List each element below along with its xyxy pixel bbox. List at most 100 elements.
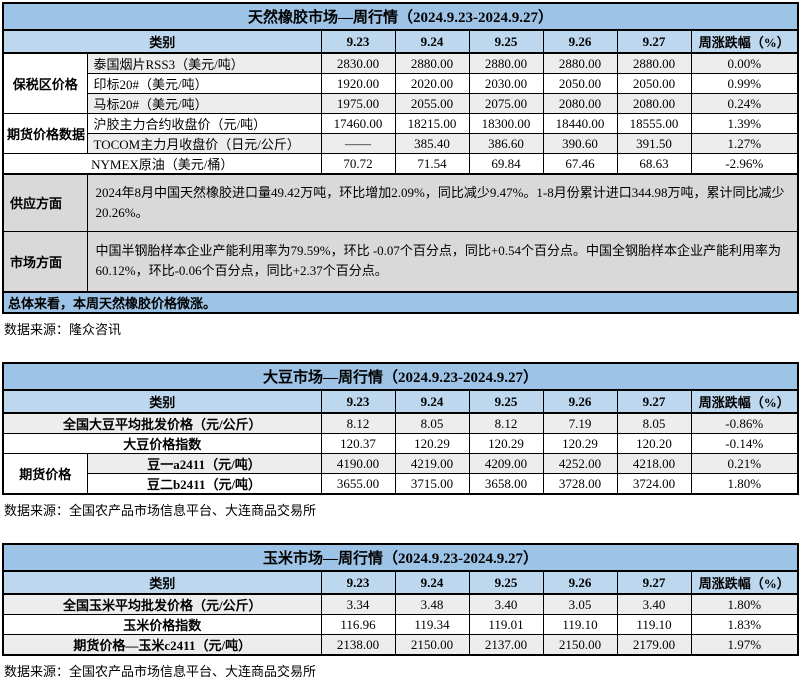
row-label: 全国大豆平均批发价格（元/公斤） [2, 412, 322, 434]
table-row: 期货价格数据 沪胶主力合约收盘价（元/吨） 17460.00 18215.00 1830… [2, 113, 799, 154]
value-cell: 2080.00 [616, 93, 692, 114]
column-header: 9.27 [616, 389, 692, 414]
row-label: 泰国烟片RSS3（美元/吨） [86, 52, 322, 74]
value-cell: 120.29 [542, 433, 618, 454]
row-label: NYMEX原油（美元/桶） [2, 153, 322, 175]
table-row: TOCOM主力月收盘价（日元/公斤） —— 385.40 386.60 390.60 39… [3, 133, 799, 154]
table-row: 期货价格 豆一a2411（元/吨） 4190.00 4219.00 4209.00 425… [2, 453, 799, 495]
value-cell: 2020.00 [394, 73, 470, 94]
value-cell: 3.34 [320, 593, 396, 615]
table-title: 玉米市场—周行情（2024.9.23-2024.9.27） [2, 543, 799, 572]
value-cell: 2880.00 [468, 52, 544, 74]
table-row: 全国大豆平均批发价格（元/公斤） 8.12 8.05 8.12 7.19 8.05 -0.8… [2, 412, 799, 434]
row-label: 玉米价格指数 [2, 614, 322, 635]
table-row: 期货价格—玉米c2411（元/吨） 2138.00 2150.00 2137.00 21… [2, 634, 799, 656]
value-cell: 2137.00 [468, 634, 544, 656]
column-header: 9.24 [394, 389, 470, 414]
market-table-corn: 玉米市场—周行情（2024.9.23-2024.9.27） 类别 9.23 9.24 9… [2, 543, 799, 656]
section-text: 2024年8月中国天然橡胶进口量49.42万吨，环比增加2.09%，同比减少9.… [86, 173, 799, 232]
value-cell: 2179.00 [616, 634, 692, 656]
change-cell: 1.97% [690, 634, 799, 656]
change-cell: 0.21% [690, 453, 799, 474]
header-row: 类别 9.23 9.24 9.25 9.26 9.27 周涨跌幅（%） [2, 29, 799, 54]
value-cell: 2050.00 [616, 73, 692, 94]
value-cell: 3.05 [542, 593, 618, 615]
value-cell: 3728.00 [542, 473, 618, 495]
column-header: 9.27 [616, 29, 692, 54]
value-cell: 2050.00 [542, 73, 618, 94]
table-title: 大豆市场—周行情（2024.9.23-2024.9.27） [2, 362, 799, 391]
value-cell: 2138.00 [320, 634, 396, 656]
section-row: 市场方面 中国半钢胎样本企业产能利用率为79.59%，环比 -0.07个百分点，同… [2, 230, 799, 293]
value-cell: 119.10 [542, 614, 618, 635]
value-cell: 119.34 [394, 614, 470, 635]
change-cell: 1.27% [690, 133, 799, 154]
value-cell: 4219.00 [394, 453, 470, 474]
market-table-rubber: 天然橡胶市场—周行情（2024.9.23-2024.9.27） 类别 9.23 9.2… [2, 2, 799, 314]
row-label: 豆二b2411（元/吨） [86, 473, 322, 495]
change-cell: 1.39% [690, 113, 799, 134]
header-row: 类别 9.23 9.24 9.25 9.26 9.27 周涨跌幅（%） [2, 570, 799, 595]
value-cell: 68.63 [616, 153, 692, 175]
value-cell: 2080.00 [542, 93, 618, 114]
value-cell: 69.84 [468, 153, 544, 175]
group-label: 保税区价格 [2, 52, 88, 114]
table-row: 大豆价格指数 120.37 120.29 120.29 120.29 120.20 -0.1… [2, 433, 799, 454]
value-cell: 67.46 [542, 153, 618, 175]
value-cell: 17460.00 [320, 113, 396, 134]
change-cell: -2.96% [690, 153, 799, 175]
value-cell: 2055.00 [394, 93, 470, 114]
value-cell: 4218.00 [616, 453, 692, 474]
value-cell: 3.48 [394, 593, 470, 615]
column-header: 9.23 [320, 389, 396, 414]
column-header: 9.26 [542, 29, 618, 54]
value-cell: 120.37 [320, 433, 396, 454]
row-label: TOCOM主力月收盘价（日元/公斤） [86, 133, 322, 154]
column-header: 周涨跌幅（%） [690, 389, 799, 414]
column-header: 9.27 [616, 570, 692, 595]
summary-row: 总体来看，本周天然橡胶价格微涨。 [2, 291, 799, 314]
table-row: 豆二b2411（元/吨） 3655.00 3715.00 3658.00 3728.00… [3, 473, 799, 495]
value-cell: 3724.00 [616, 473, 692, 495]
column-header: 9.24 [394, 29, 470, 54]
change-cell: 1.80% [690, 593, 799, 615]
value-cell: 8.12 [468, 412, 544, 434]
table-row: 保税区价格 泰国烟片RSS3（美元/吨） 2830.00 2880.00 2880.00… [2, 52, 799, 114]
value-cell: 18300.00 [468, 113, 544, 134]
value-cell: 120.29 [468, 433, 544, 454]
row-label: 期货价格—玉米c2411（元/吨） [2, 634, 322, 656]
column-header: 9.23 [320, 570, 396, 595]
change-cell: 0.00% [690, 52, 799, 74]
value-cell: 18440.00 [542, 113, 618, 134]
value-cell: 390.60 [542, 133, 618, 154]
table-title: 天然橡胶市场—周行情（2024.9.23-2024.9.27） [2, 2, 799, 31]
row-label: 豆一a2411（元/吨） [86, 453, 322, 474]
value-cell: 4209.00 [468, 453, 544, 474]
column-header: 周涨跌幅（%） [690, 570, 799, 595]
section-row: 供应方面 2024年8月中国天然橡胶进口量49.42万吨，环比增加2.09%，同比… [2, 173, 799, 232]
change-cell: 1.83% [690, 614, 799, 635]
column-header: 9.25 [468, 29, 544, 54]
row-label: 大豆价格指数 [2, 433, 322, 454]
market-table-block-rubber: 天然橡胶市场—周行情（2024.9.23-2024.9.27） 类别 9.23 9.2… [2, 2, 799, 338]
value-cell: 4252.00 [542, 453, 618, 474]
value-cell: 71.54 [394, 153, 470, 175]
source-note: 数据来源：全国农产品市场信息平台、大连商品交易所 [4, 503, 317, 518]
value-cell: 4190.00 [320, 453, 396, 474]
change-cell: 0.24% [690, 93, 799, 114]
column-header: 9.25 [468, 570, 544, 595]
column-header: 9.23 [320, 29, 396, 54]
value-cell: 116.96 [320, 614, 396, 635]
value-cell: 3.40 [468, 593, 544, 615]
section-text: 中国半钢胎样本企业产能利用率为79.59%，环比 -0.07个百分点，同比+0.… [86, 230, 799, 293]
value-cell: 120.29 [394, 433, 470, 454]
value-cell: 3655.00 [320, 473, 396, 495]
column-header: 9.24 [394, 570, 470, 595]
value-cell: 119.10 [616, 614, 692, 635]
value-cell: 8.12 [320, 412, 396, 434]
value-cell: 18555.00 [616, 113, 692, 134]
column-header-category: 类别 [2, 570, 322, 595]
table-row: 全国玉米平均批发价格（元/公斤） 3.34 3.48 3.40 3.05 3.40 1.80… [2, 593, 799, 615]
value-cell: 2880.00 [616, 52, 692, 74]
market-table-block-soy: 大豆市场—周行情（2024.9.23-2024.9.27） 类别 9.23 9.24 9… [2, 362, 799, 519]
